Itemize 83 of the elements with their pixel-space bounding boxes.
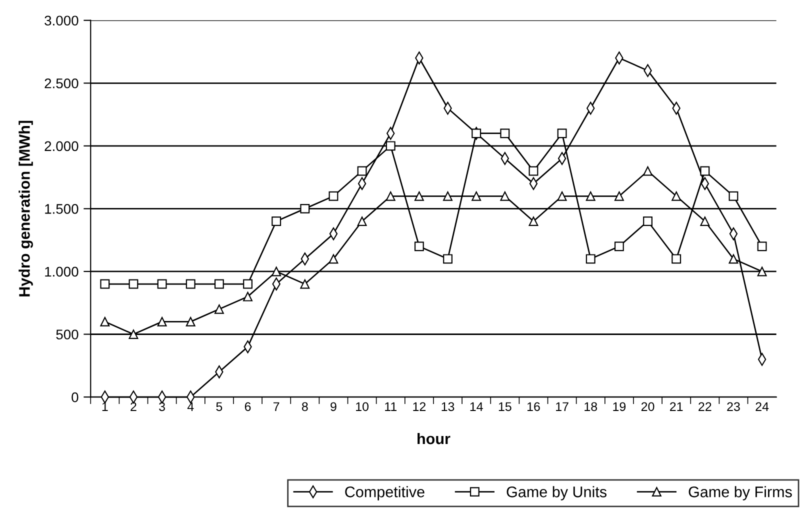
point xyxy=(500,128,510,138)
point xyxy=(300,204,310,214)
point xyxy=(443,191,452,201)
point xyxy=(472,128,482,138)
point xyxy=(300,279,310,289)
point xyxy=(643,216,652,226)
point xyxy=(243,292,252,302)
y-tick-label: 2.500 xyxy=(44,78,78,88)
point xyxy=(157,279,167,289)
y-tick-label: 3.000 xyxy=(44,16,78,26)
point xyxy=(386,191,396,201)
point xyxy=(186,279,196,289)
point xyxy=(728,191,738,201)
x-tick-label: 21 xyxy=(670,402,683,411)
point xyxy=(128,279,138,289)
point xyxy=(100,279,110,289)
point xyxy=(586,191,596,201)
point xyxy=(700,166,710,176)
point xyxy=(586,254,596,264)
x-tick-label: 23 xyxy=(727,402,740,412)
x-tick-label: 13 xyxy=(442,402,454,412)
x-tick-label: 20 xyxy=(641,402,654,412)
y-tick-label: 2.000 xyxy=(44,141,78,152)
x-tick-label: 2 xyxy=(130,402,136,411)
point xyxy=(757,242,767,252)
point xyxy=(328,191,338,201)
y-tick-label: 500 xyxy=(56,330,78,340)
x-tick-label: 11 xyxy=(385,402,397,411)
point xyxy=(214,304,224,314)
point xyxy=(672,191,682,201)
point xyxy=(472,191,482,201)
x-tick-label: 19 xyxy=(613,402,626,412)
point xyxy=(100,316,110,326)
legend-label: Game by Firms xyxy=(688,486,792,500)
x-tick-label: 1 xyxy=(102,402,108,411)
point xyxy=(443,254,452,264)
y-tick-label: 1.500 xyxy=(45,204,78,214)
x-tick-label: 22 xyxy=(698,402,712,411)
point xyxy=(557,128,567,138)
x-tick-label: 16 xyxy=(527,402,540,412)
point xyxy=(328,254,338,264)
x-tick-label: 10 xyxy=(356,402,369,412)
point xyxy=(186,316,196,326)
x-tick-label: 9 xyxy=(330,402,336,412)
point xyxy=(157,316,167,326)
point xyxy=(357,216,367,226)
legend-label: Competitive xyxy=(345,486,424,500)
legend-label: Game by Units xyxy=(506,486,606,500)
point xyxy=(728,254,738,264)
point xyxy=(528,216,538,226)
x-tick-label: 7 xyxy=(274,402,280,411)
x-tick-label: 15 xyxy=(498,402,512,412)
point xyxy=(614,191,624,201)
point xyxy=(272,216,282,226)
point xyxy=(643,166,652,176)
point xyxy=(414,191,424,201)
x-tick-label: 4 xyxy=(187,402,194,411)
point xyxy=(672,254,682,264)
x-tick-label: 12 xyxy=(413,402,426,411)
x-tick-label: 14 xyxy=(470,402,483,411)
point xyxy=(614,242,624,252)
x-axis-title: hour xyxy=(418,432,450,444)
point xyxy=(214,279,224,289)
x-tick-label: 3 xyxy=(159,402,165,412)
point xyxy=(272,266,282,276)
x-tick-label: 6 xyxy=(244,402,251,412)
point xyxy=(500,191,510,201)
x-tick-label: 18 xyxy=(584,402,598,412)
point xyxy=(528,166,538,176)
point xyxy=(757,266,767,276)
y-tick-label: 0 xyxy=(72,392,78,402)
y-axis-title: Hydro generation [MWh] xyxy=(18,120,33,296)
point xyxy=(386,141,396,151)
x-tick-label: 24 xyxy=(756,402,769,411)
point xyxy=(700,216,710,226)
point xyxy=(243,279,252,289)
point xyxy=(357,166,367,176)
x-tick-label: 5 xyxy=(216,402,222,412)
point xyxy=(557,191,567,201)
point xyxy=(414,242,424,252)
y-tick-label: 1.000 xyxy=(45,266,78,277)
x-tick-label: 8 xyxy=(302,402,308,412)
x-tick-label: 17 xyxy=(556,402,568,411)
